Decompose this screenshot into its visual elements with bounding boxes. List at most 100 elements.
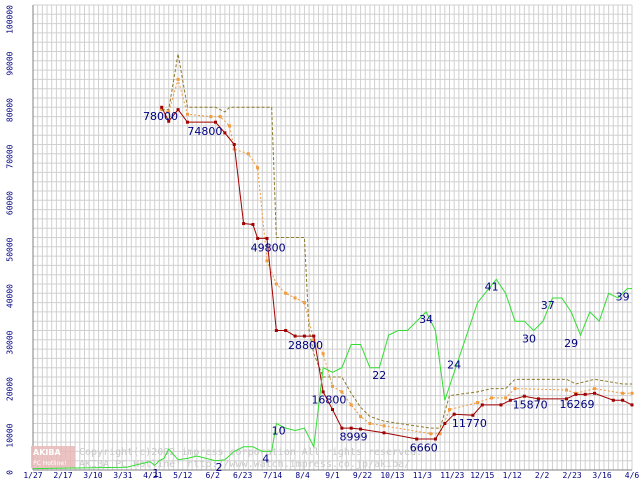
point-avg_price [513,387,517,391]
point-min_price [583,392,587,396]
point-min_price [536,397,540,401]
point-min_price [256,236,260,240]
y-tick-label: 90000 [6,51,15,75]
series-line-max_price [161,53,632,429]
y-tick-label: 0 [6,470,15,475]
point-avg_price [504,396,508,400]
axes [32,5,632,471]
x-tick-label: 11/23 [440,471,464,480]
akiba-logo [31,446,75,468]
point-min_price [574,392,578,396]
point-avg_price [476,401,480,405]
x-tick-label: 1/27 [23,471,42,480]
x-tick-label: 12/15 [470,471,494,480]
point-min_price [480,403,484,407]
point-min_price [630,403,634,407]
data-label: 1 [152,467,159,480]
data-label: 30 [522,333,536,346]
x-tick-label: 2/2 [535,471,550,480]
point-min_price [508,398,512,402]
point-min_price [499,403,503,407]
point-min_price [359,427,363,431]
x-tick-label: 2/23 [562,471,581,480]
x-tick-label: 4/6 [625,471,640,480]
point-avg_price [447,408,451,412]
watermark-url: AKIBA PC Hotline! http://www.watch.impre… [79,459,410,470]
x-tick-label: 11/3 [413,471,432,480]
point-avg_price [185,112,189,116]
data-label: 22 [372,369,386,382]
point-avg_price [349,403,353,407]
point-avg_price [176,77,180,81]
y-tick-label: 60000 [6,191,15,215]
data-label: 10 [272,425,286,438]
series-line-shop_count [32,278,632,470]
data-label: 6660 [410,441,438,454]
x-tick-label: 3/31 [113,471,132,480]
point-avg_price [564,388,568,392]
point-min_price [382,431,386,435]
x-tick-label: 10/13 [380,471,404,480]
data-label: 16800 [311,394,346,407]
y-tick-label: 70000 [6,144,15,168]
point-avg_price [368,422,372,425]
watermark-copyright: Copyright(c)2002 impress corporation All… [79,447,422,458]
point-min_price [223,131,227,135]
point-min_price [443,422,447,425]
x-tick-label: 2/17 [53,471,72,480]
point-min_price [522,394,526,398]
point-avg_price [228,124,232,128]
point-avg_price [593,387,597,391]
point-min_price [176,108,180,112]
point-min_price [349,426,353,430]
point-avg_price [312,338,316,342]
data-label: 29 [564,337,578,350]
point-min_price [251,222,255,226]
x-tick-label: 9/22 [353,471,372,480]
point-min_price [160,105,164,109]
point-min_price [471,413,475,417]
data-label: 74800 [187,125,222,138]
point-avg_price [359,415,363,419]
y-tick-label: 10000 [6,423,15,447]
x-tick-label: 1/12 [503,471,522,480]
y-tick-label: 80000 [6,98,15,122]
data-label: 24 [447,359,461,372]
point-min_price [433,437,437,441]
y-tick-label: 100000 [6,5,15,34]
x-axis-ticks: 1/27 2/17 3/10 3/31 4/21 5/12 6/2 6/23 7/14 8/4 9/… [23,471,639,480]
point-min_price [284,329,288,332]
point-min_price [265,236,269,240]
x-tick-label: 7/14 [263,471,282,480]
y-tick-label: 40000 [6,284,15,308]
data-label: 28800 [288,339,323,352]
point-avg_price [293,296,297,300]
point-min_price [232,143,236,146]
y-axis-ticks: 1000009000080000700006000050000400003000… [6,5,15,475]
point-avg_price [429,432,433,436]
point-min_price [302,334,306,338]
point-min_price [274,329,278,332]
point-avg_price [340,390,344,394]
x-tick-label: 3/16 [592,471,611,480]
point-min_price [564,397,568,401]
point-avg_price [630,391,634,395]
x-tick-label: 6/2 [205,471,220,480]
data-label: 49800 [251,241,286,254]
x-tick-label: 5/12 [173,471,192,480]
point-min_price [185,120,189,124]
point-min_price [321,390,325,394]
point-avg_price [274,282,278,286]
point-avg_price [621,391,625,395]
x-tick-label: 4/21 [143,471,162,480]
data-label: 11770 [452,417,487,430]
point-avg_price [265,259,269,263]
data-labels: 7800074800498002880016800899966601177015… [143,110,630,480]
point-avg_price [232,147,236,151]
x-tick-label: 3/10 [83,471,102,480]
point-min_price [415,437,419,441]
akiba-logo-top: AKIBA [33,448,61,457]
point-avg_price [209,115,213,119]
point-avg_price [284,291,288,295]
